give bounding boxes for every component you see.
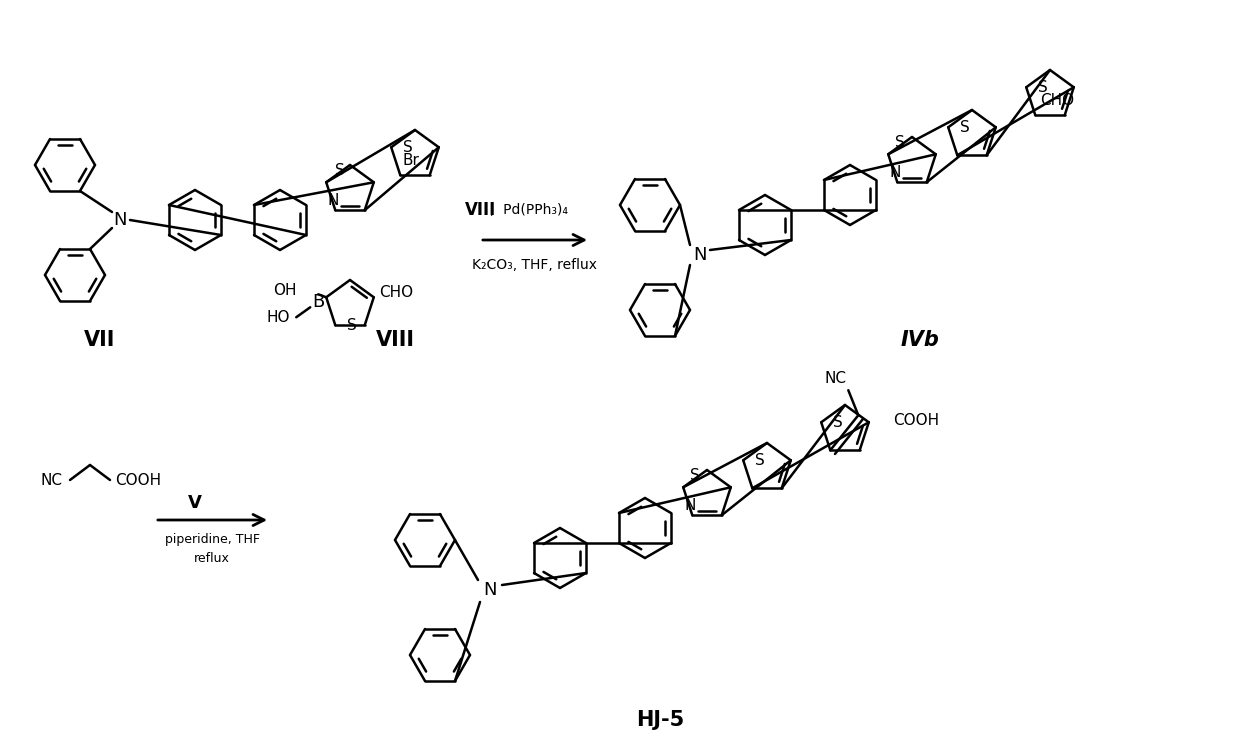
Text: N: N	[113, 211, 126, 229]
Text: S: S	[755, 453, 765, 467]
Text: S: S	[895, 134, 905, 149]
Text: ,  Pd(PPh₃)₄: , Pd(PPh₃)₄	[490, 203, 568, 217]
Text: COOH: COOH	[115, 473, 161, 487]
Text: NC: NC	[825, 371, 847, 386]
Text: S: S	[960, 119, 970, 135]
Text: N: N	[693, 246, 707, 264]
Text: COOH: COOH	[893, 413, 940, 427]
Text: Br: Br	[402, 153, 419, 168]
Text: NC: NC	[40, 473, 62, 487]
Text: N: N	[684, 498, 696, 513]
Text: S: S	[335, 162, 345, 177]
Text: VIII: VIII	[465, 201, 496, 219]
Text: S: S	[403, 139, 413, 155]
Text: CHO: CHO	[378, 285, 413, 300]
Text: N: N	[327, 193, 339, 208]
Text: S: S	[833, 415, 843, 430]
Text: VII: VII	[84, 330, 115, 350]
Text: HJ-5: HJ-5	[636, 710, 684, 730]
Text: S: S	[1038, 80, 1048, 95]
Text: V: V	[188, 494, 202, 512]
Text: HO: HO	[267, 309, 290, 325]
Text: B: B	[312, 293, 325, 312]
Text: CHO: CHO	[1040, 93, 1074, 108]
Text: K₂CO₃, THF, reflux: K₂CO₃, THF, reflux	[472, 258, 598, 272]
Text: N: N	[484, 581, 497, 599]
Text: S: S	[347, 318, 357, 332]
Text: OH: OH	[273, 283, 296, 298]
Text: S: S	[691, 467, 699, 482]
Text: piperidine, THF: piperidine, THF	[165, 533, 259, 547]
Text: reflux: reflux	[195, 551, 229, 565]
Text: N: N	[889, 165, 901, 180]
Text: IVb: IVb	[900, 330, 940, 350]
Text: VIII: VIII	[376, 330, 414, 350]
